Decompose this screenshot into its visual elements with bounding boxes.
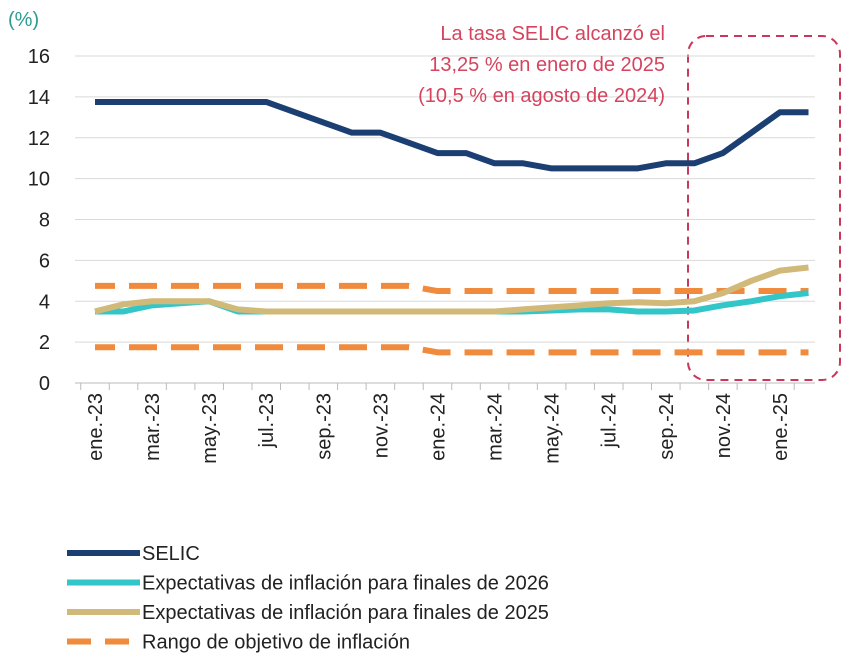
- annotation: (10,5 % en agosto de 2024): [418, 85, 665, 107]
- y-tick-label: 8: [39, 210, 50, 232]
- series-line: [95, 282, 809, 295]
- y-unit-label: (%): [8, 9, 39, 31]
- x-tick-label: ene.-24: [427, 393, 449, 461]
- legend-label: Expectativas de inflación para finales d…: [142, 602, 549, 624]
- x-tick-label: may.-23: [199, 393, 221, 464]
- x-tick-label: jul.-24: [599, 393, 621, 448]
- y-tick-label: 4: [39, 291, 50, 313]
- y-tick-label: 10: [28, 169, 50, 191]
- series-line: [95, 98, 809, 172]
- x-tick-label: nov.-24: [713, 393, 735, 458]
- annotation: 13,25 % en enero de 2025: [429, 54, 665, 76]
- x-tick-label: ene.-25: [770, 393, 792, 461]
- y-tick-label: 16: [28, 46, 50, 68]
- series-line: [95, 344, 809, 356]
- legend-label: Expectativas de inflación para finales d…: [142, 573, 549, 595]
- legend-label: Rango de objetivo de inflación: [142, 632, 410, 654]
- y-tick-label: 12: [28, 128, 50, 150]
- x-tick-label: ene.-23: [85, 393, 107, 461]
- legend-label: SELIC: [142, 543, 200, 565]
- x-tick-label: mar.-23: [142, 393, 164, 461]
- y-tick-label: 2: [39, 332, 50, 354]
- x-tick-label: sep.-24: [656, 393, 678, 460]
- x-tick-label: may.-24: [542, 393, 564, 464]
- series-line: [94, 264, 809, 315]
- y-tick-label: 14: [28, 87, 50, 109]
- y-tick-label: 6: [39, 250, 50, 272]
- annotation: La tasa SELIC alcanzó el: [440, 23, 665, 45]
- y-tick-label: 0: [39, 373, 50, 395]
- x-tick-label: mar.-24: [485, 393, 507, 461]
- highlight-box: [687, 35, 841, 381]
- x-tick-label: nov.-23: [370, 393, 392, 458]
- x-tick-label: sep.-23: [313, 393, 335, 460]
- x-tick-label: jul.-23: [256, 393, 278, 448]
